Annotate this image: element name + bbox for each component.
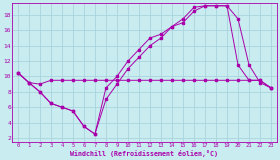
X-axis label: Windchill (Refroidissement éolien,°C): Windchill (Refroidissement éolien,°C) [71, 150, 218, 156]
